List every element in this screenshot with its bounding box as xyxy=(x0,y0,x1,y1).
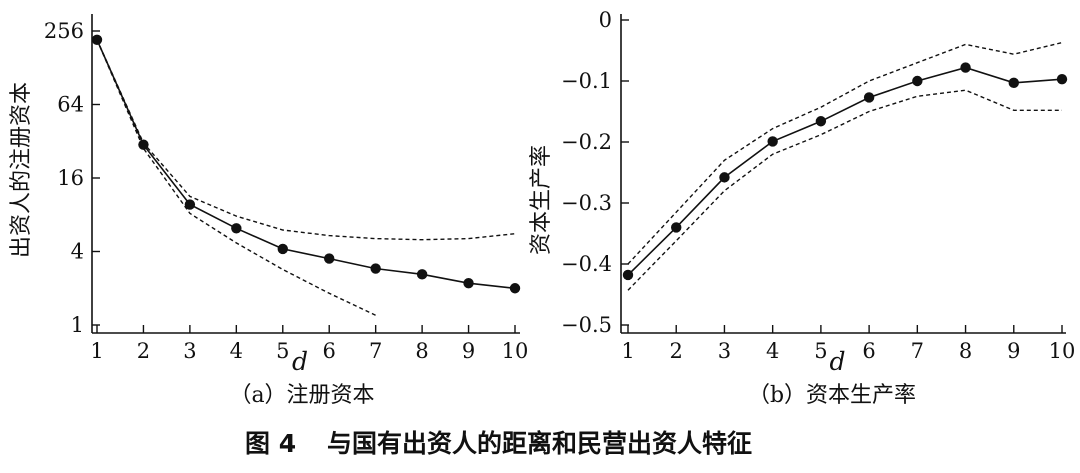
panel-a-registered-capital: 1 4 16 64 256 1 2 3 4 5 6 7 8 9 10 d 出资人的注册资本 （a）注册资本 xyxy=(9,14,528,408)
y-tick-label: 1 xyxy=(71,313,84,337)
data-point-estimate xyxy=(1008,77,1019,89)
data-point-estimate xyxy=(463,277,474,289)
y-axis-label: 出资人的注册资本 xyxy=(9,82,34,258)
x-axis-label: d xyxy=(829,347,845,376)
x-tick-label: 9 xyxy=(462,339,475,363)
data-point-estimate xyxy=(912,75,923,87)
panel-subtitle: （a）注册资本 xyxy=(229,383,374,408)
panel-subtitle: （b）资本生产率 xyxy=(748,383,916,408)
x-tick-label: 5 xyxy=(814,339,827,363)
y-tick-label: 256 xyxy=(44,19,84,43)
data-point-estimate xyxy=(509,283,521,294)
y-tick-label: −0.1 xyxy=(561,69,612,93)
data-point-estimate xyxy=(863,92,875,103)
data-point-estimate xyxy=(324,253,335,264)
data-point-estimate xyxy=(671,222,682,233)
x-tick-label: 5 xyxy=(276,339,289,363)
data-point-estimate xyxy=(719,172,730,183)
data-point-estimate xyxy=(370,263,381,274)
y-tick-label: −0.2 xyxy=(561,130,612,154)
series-line-lower-bound xyxy=(627,89,1062,291)
y-axis-label: 资本生产率 xyxy=(529,145,554,255)
series-line-upper-bound xyxy=(627,41,1063,265)
figure-caption-text: 与国有出资人的距离和民营出资人特征 xyxy=(327,429,752,458)
x-tick-label: 1 xyxy=(90,339,103,363)
x-axis-label: d xyxy=(292,347,308,376)
panel-b-capital-productivity: −0.5 −0.4 −0.3 −0.2 −0.1 0 1 2 3 4 5 6 7 8 9 10 d 资本生产率 （b… xyxy=(529,8,1075,408)
data-point-estimate xyxy=(960,62,971,73)
series-line-estimate xyxy=(627,66,1063,276)
x-tick-label: 3 xyxy=(718,339,731,363)
x-tick-label: 9 xyxy=(1007,339,1020,363)
y-tick-label: −0.3 xyxy=(561,191,612,215)
x-tick-label: 8 xyxy=(415,339,428,363)
x-tick-label: 8 xyxy=(959,339,972,363)
y-tick-label: 4 xyxy=(71,240,84,264)
y-tick-label: 16 xyxy=(57,166,84,190)
data-point-estimate xyxy=(815,116,827,127)
x-tick-label: 6 xyxy=(862,339,875,363)
series-line-estimate xyxy=(96,39,516,290)
x-tick-label: 7 xyxy=(369,339,382,363)
data-point-estimate xyxy=(91,34,103,45)
data-point-estimate xyxy=(1056,73,1068,85)
data-point-estimate xyxy=(184,199,196,210)
x-tick-label: 6 xyxy=(323,339,336,363)
data-point-estimate xyxy=(231,223,242,234)
series-line-lower-bound xyxy=(96,39,376,316)
y-tick-label: −0.4 xyxy=(561,252,612,276)
x-tick-label: 1 xyxy=(621,339,634,363)
data-point-estimate xyxy=(416,269,428,280)
x-tick-label: 3 xyxy=(183,339,196,363)
series-line-upper-bound xyxy=(96,39,516,241)
x-tick-label: 4 xyxy=(230,339,243,363)
data-point-estimate xyxy=(277,243,288,255)
x-tick-label: 4 xyxy=(766,339,779,363)
x-tick-label: 10 xyxy=(1049,339,1076,363)
x-tick-label: 2 xyxy=(670,339,683,363)
x-tick-label: 10 xyxy=(502,339,529,363)
y-tick-label: 0 xyxy=(599,8,612,32)
figure-caption-number: 图 4 xyxy=(245,429,296,458)
x-tick-label: 2 xyxy=(137,339,150,363)
x-tick-label: 7 xyxy=(911,339,924,363)
y-tick-label: −0.5 xyxy=(561,313,612,337)
data-point-estimate xyxy=(767,136,778,147)
data-point-estimate xyxy=(138,139,149,150)
y-tick-label: 64 xyxy=(57,93,84,117)
data-point-estimate xyxy=(622,269,634,281)
